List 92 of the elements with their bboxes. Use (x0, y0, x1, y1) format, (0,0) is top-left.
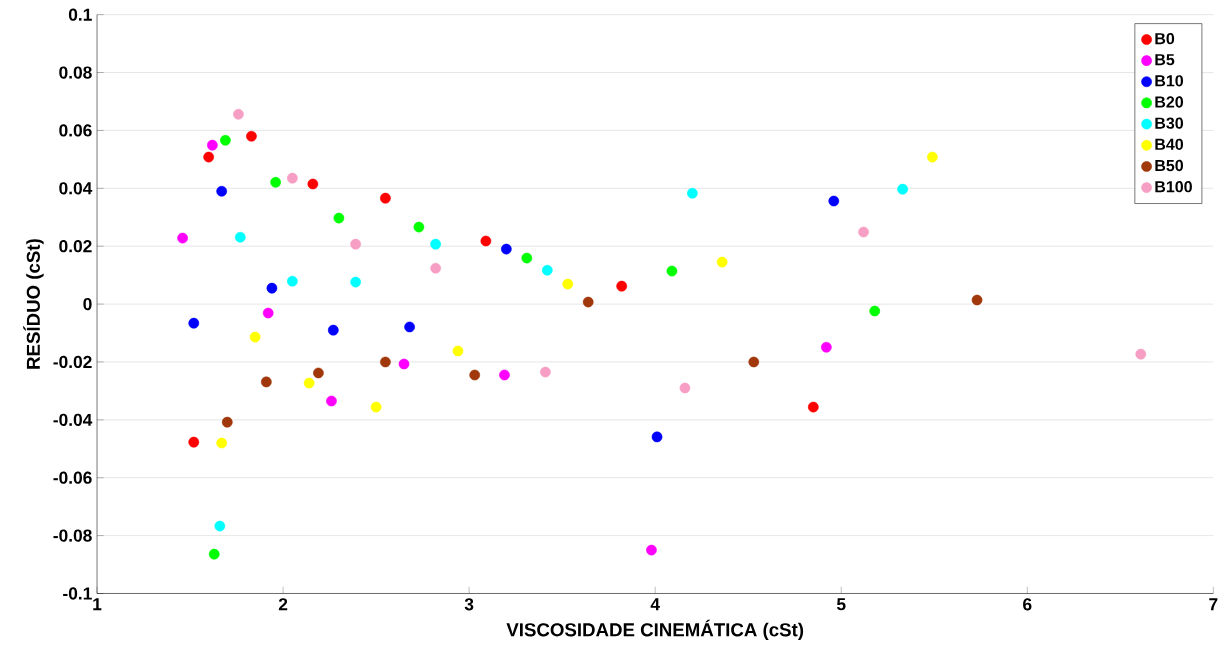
point (687, 188, 698, 199)
point (858, 226, 869, 238)
point (927, 151, 938, 163)
x-axis-title: VISCOSIDADE CINEMÁTICA (cSt) (506, 619, 804, 641)
point (398, 358, 410, 370)
point (233, 109, 244, 120)
x-tick-label: 7 (1209, 598, 1218, 611)
x-tick-label: 3 (464, 598, 474, 611)
y-tick-label: 0.04 (59, 182, 93, 195)
legend-label: B20 (1155, 96, 1184, 108)
legend-label: B5 (1155, 54, 1175, 66)
legend-label: B100 (1155, 181, 1192, 193)
point (350, 239, 361, 250)
point (828, 195, 840, 207)
point (220, 135, 231, 146)
point (303, 377, 315, 389)
point (380, 356, 391, 368)
x-tick-label: 6 (1023, 598, 1032, 611)
point (333, 213, 345, 224)
point (646, 544, 657, 556)
point (270, 177, 281, 188)
point (679, 382, 691, 394)
point (307, 178, 319, 190)
point (821, 342, 832, 353)
point (287, 276, 298, 287)
point (188, 437, 200, 448)
point (214, 520, 226, 532)
point (869, 305, 881, 317)
x-tick-label: 5 (836, 598, 846, 611)
y-axis-title: RESÍDUO (cSt) (23, 239, 44, 369)
point (971, 294, 983, 306)
point (249, 331, 261, 343)
point (261, 376, 272, 388)
point (287, 173, 298, 184)
x-tick-label: 1 (93, 598, 102, 611)
point (208, 549, 220, 560)
point (177, 232, 188, 244)
point (540, 366, 551, 378)
point (430, 239, 441, 250)
x-tick-label: 4 (650, 598, 660, 611)
x-tick-label: 2 (278, 598, 288, 611)
point (499, 369, 510, 381)
y-tick-label: 0.1 (68, 8, 92, 22)
point (313, 367, 324, 379)
y-tick-label: -0.02 (53, 356, 92, 369)
y-tick-label: -0.08 (53, 529, 92, 542)
point (807, 402, 819, 413)
y-tick-label: 0 (83, 298, 92, 311)
point (221, 417, 233, 428)
point (326, 395, 337, 407)
point (897, 184, 908, 195)
point (666, 265, 678, 277)
y-tick-label: -0.1 (63, 587, 92, 600)
point (262, 307, 274, 319)
point (327, 325, 339, 336)
legend-label: B10 (1155, 75, 1184, 87)
point (748, 356, 760, 368)
legend-label: B50 (1155, 160, 1184, 172)
legend-label: B0 (1155, 33, 1175, 45)
point (188, 318, 200, 329)
point (469, 369, 481, 381)
point (541, 265, 553, 276)
point (452, 345, 464, 357)
point (480, 235, 492, 247)
point (1135, 349, 1147, 360)
legend-label: B30 (1155, 117, 1184, 130)
point (380, 193, 391, 204)
point (616, 281, 628, 292)
y-tick-label: -0.06 (53, 471, 92, 485)
point (501, 243, 512, 255)
point (521, 252, 533, 264)
point (207, 140, 218, 151)
point (234, 232, 246, 243)
point (562, 279, 574, 290)
point (430, 263, 441, 274)
y-tick-label: -0.04 (53, 413, 93, 427)
point (651, 431, 663, 443)
point (404, 321, 415, 333)
legend-label: B40 (1155, 138, 1184, 151)
point (216, 437, 228, 449)
point (216, 186, 228, 197)
point (246, 131, 257, 142)
point (350, 276, 361, 288)
y-tick-label: 0.02 (59, 240, 92, 253)
point (582, 296, 594, 308)
y-tick-label: 0.08 (59, 66, 92, 79)
point (266, 283, 278, 294)
y-tick-label: 0.06 (59, 124, 92, 137)
point (716, 257, 728, 268)
point (203, 151, 214, 163)
point (413, 221, 425, 233)
point (370, 402, 382, 413)
